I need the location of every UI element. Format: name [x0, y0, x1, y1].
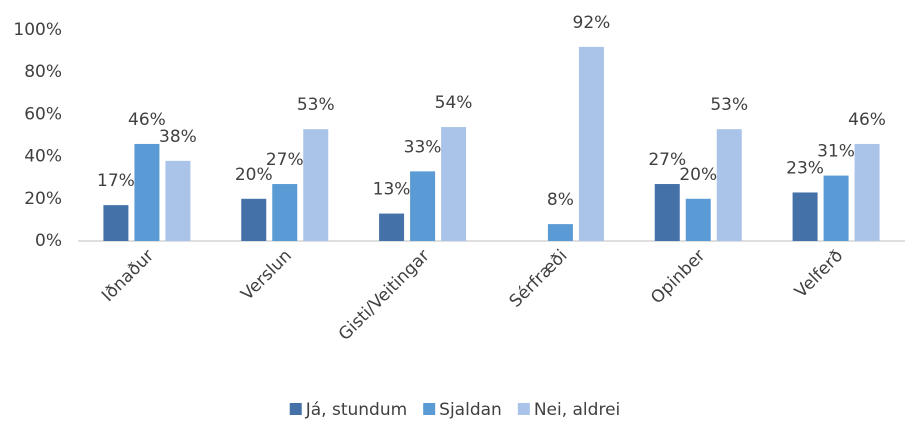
data-label: 31% — [817, 142, 855, 162]
x-tick-label: Sérfræði — [506, 246, 572, 312]
bar — [165, 160, 191, 241]
y-tick-label: 80% — [24, 62, 62, 82]
data-label: 8% — [547, 190, 574, 210]
x-tick-label: Verslun — [237, 246, 296, 305]
legend-swatch — [289, 403, 302, 415]
legend-label: Nei, aldrei — [534, 400, 620, 420]
x-tick-label: Velferð — [791, 246, 847, 302]
y-tick-label: 60% — [24, 104, 62, 124]
data-label: 13% — [373, 180, 411, 200]
y-tick-label: 20% — [24, 189, 62, 209]
bar — [685, 198, 711, 241]
data-label: 53% — [297, 95, 335, 115]
x-tick-label: Gisti/Veitingar — [335, 246, 434, 345]
bar — [241, 198, 267, 241]
y-tick-label: 0% — [35, 231, 62, 251]
y-tick-label: 100% — [13, 20, 62, 40]
bar — [272, 184, 298, 241]
data-label: 27% — [648, 150, 686, 170]
bar — [441, 127, 467, 241]
data-label: 27% — [266, 150, 304, 170]
bar — [854, 143, 880, 241]
bar — [792, 192, 818, 241]
bar — [654, 184, 680, 241]
legend-swatch — [517, 403, 530, 415]
data-label: 20% — [679, 165, 717, 185]
bar — [103, 205, 129, 241]
bar — [410, 171, 436, 241]
bar — [134, 143, 160, 241]
data-label: 92% — [573, 13, 611, 33]
legend-label: Já, stundum — [305, 400, 407, 420]
bar — [379, 213, 405, 241]
legend-swatch — [423, 403, 436, 415]
y-tick-label: 40% — [24, 147, 62, 167]
bar — [303, 129, 329, 241]
bar — [547, 224, 573, 241]
data-label: 46% — [128, 110, 166, 130]
data-label: 23% — [786, 158, 824, 178]
data-label: 20% — [235, 165, 273, 185]
data-label: 17% — [97, 171, 135, 191]
bar — [823, 175, 849, 241]
x-tick-label: Iðnaður — [98, 246, 158, 306]
data-label: 53% — [710, 95, 748, 115]
legend-label: Sjaldan — [439, 400, 502, 420]
bar — [716, 129, 742, 241]
x-tick-label: Opinber — [647, 246, 709, 308]
data-label: 54% — [435, 93, 473, 113]
data-label: 38% — [159, 127, 197, 147]
data-label: 46% — [848, 110, 886, 130]
data-label: 33% — [404, 137, 442, 157]
bar — [578, 46, 604, 241]
